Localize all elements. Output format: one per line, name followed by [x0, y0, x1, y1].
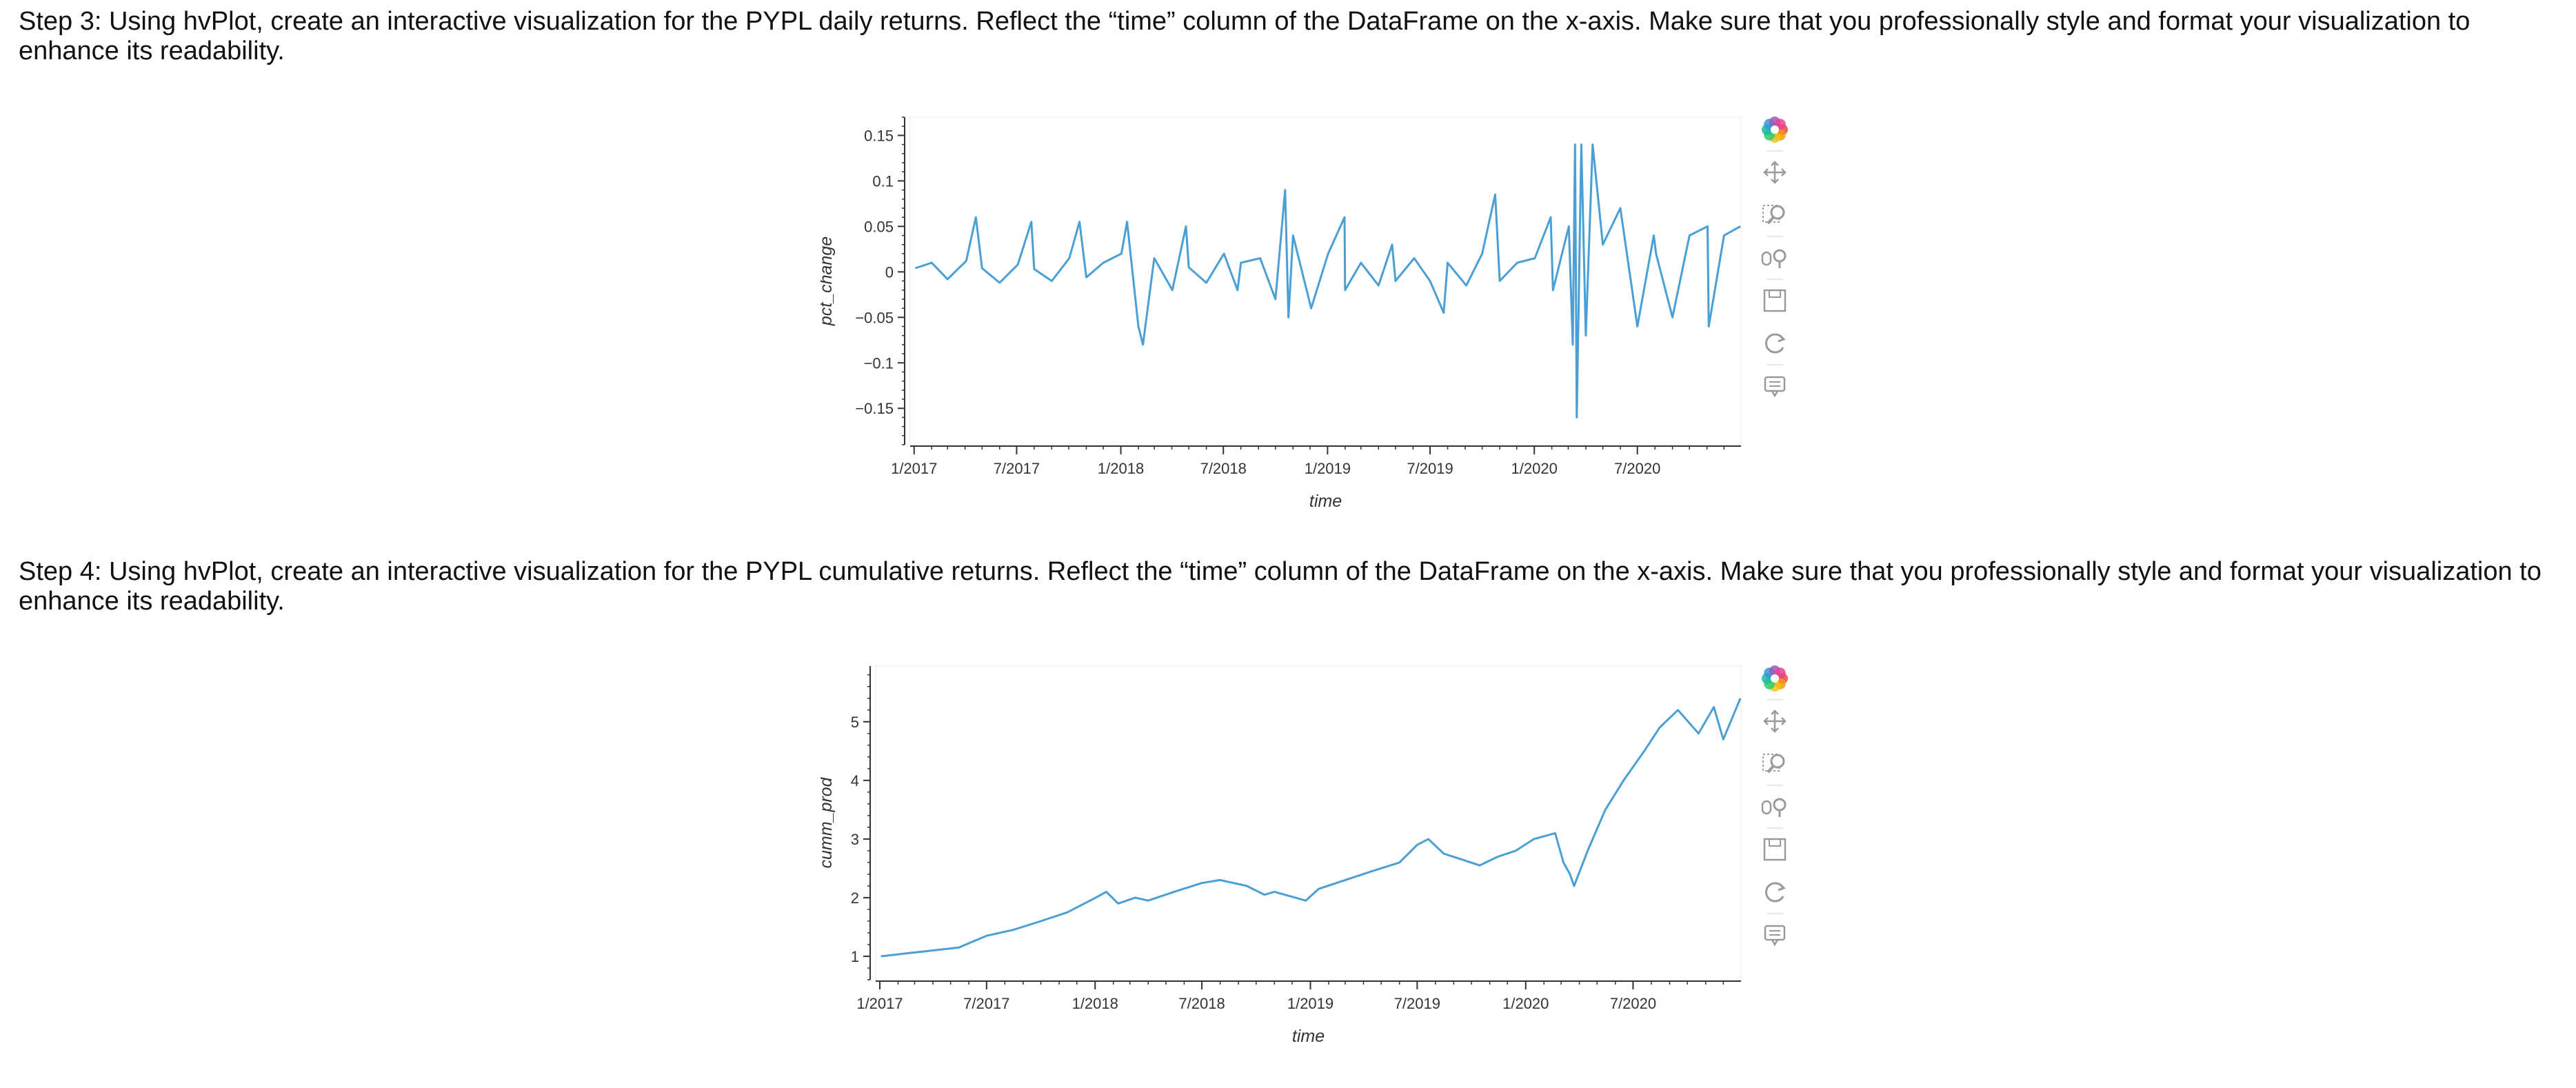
hover-tail: [1771, 390, 1779, 398]
reset-icon[interactable]: [1764, 333, 1786, 354]
y-tick-label: 3: [851, 831, 859, 848]
y-axis-label: pct_change: [821, 236, 836, 326]
y-tick-label: −0.1: [864, 354, 894, 372]
logo-center: [1771, 674, 1779, 683]
x-tick-label: 1/2019: [1305, 460, 1351, 477]
pan-icon[interactable]: [1763, 161, 1787, 184]
save-glyph-slot: [1769, 290, 1781, 298]
y-tick-label: 4: [851, 772, 859, 789]
bokeh-logo-icon: [1762, 665, 1788, 692]
reset-arrow: [1778, 883, 1786, 891]
y-tick-label: 2: [851, 889, 859, 907]
x-tick-label: 1/2017: [856, 995, 903, 1012]
x-tick-label: 1/2019: [1287, 995, 1334, 1012]
y-tick-label: 0.1: [872, 172, 894, 190]
box-zoom-icon[interactable]: [1762, 205, 1785, 225]
x-tick-label: 7/2018: [1200, 460, 1247, 477]
x-tick-label: 7/2017: [994, 460, 1040, 477]
lens-glyph: [1770, 754, 1785, 769]
x-tick-label: 7/2018: [1178, 995, 1225, 1012]
daily-returns-chart[interactable]: 0.15 0.1 0.05 0 −0.05 −0.1 −0.15 1/2017 7/2017 1/…: [821, 110, 1800, 524]
wheel-zoom-icon[interactable]: [1761, 249, 1787, 268]
y-axis-label: cumm_prod: [821, 776, 836, 868]
x-tick-label: 1/2018: [1072, 995, 1118, 1012]
lens-glyph: [1770, 205, 1785, 220]
cumulative-returns-chart[interactable]: 1 2 3 4 5 1/2017 7/2017 1/2018 7/2018 1/2019 7/201…: [821, 659, 1800, 1073]
y-tick-label: 5: [851, 714, 859, 731]
reset-glyph: [1764, 882, 1784, 903]
step-3-instruction: Step 3: Using hvPlot, create an interact…: [19, 7, 2471, 66]
reset-icon[interactable]: [1764, 882, 1786, 903]
hover-lines: [1769, 930, 1780, 936]
save-glyph-slot: [1769, 838, 1781, 847]
x-tick-label: 1/2018: [1098, 460, 1144, 477]
plot-frame: [909, 117, 1742, 445]
mouse-glyph: [1761, 251, 1772, 266]
x-tick-label: 1/2020: [1511, 460, 1558, 477]
lens-glyph: [1773, 798, 1787, 812]
x-tick-label: 1/2017: [891, 460, 937, 477]
series-line: [881, 698, 1742, 958]
x-axis-label: time: [1292, 1027, 1325, 1046]
save-icon[interactable]: [1763, 838, 1787, 861]
mouse-glyph: [1761, 800, 1772, 815]
reset-glyph: [1764, 333, 1784, 354]
hover-glyph: [1764, 376, 1786, 392]
x-tick-label: 7/2020: [1614, 460, 1660, 477]
lens-glyph: [1773, 249, 1787, 263]
hover-lines: [1769, 381, 1780, 387]
save-icon[interactable]: [1763, 289, 1787, 312]
x-tick-label: 7/2019: [1394, 995, 1440, 1012]
save-glyph: [1763, 838, 1787, 861]
pan-glyph: [1763, 709, 1787, 733]
x-axis-label: time: [1309, 492, 1342, 511]
box-zoom-icon[interactable]: [1762, 754, 1785, 774]
lens-handle: [1767, 216, 1775, 225]
save-glyph: [1763, 289, 1787, 312]
x-tick-label: 7/2019: [1407, 460, 1453, 477]
hover-glyph: [1764, 925, 1786, 941]
step-4-instruction: Step 4: Using hvPlot, create an interact…: [19, 557, 2542, 616]
x-tick-label: 7/2017: [963, 995, 1009, 1012]
hover-icon[interactable]: [1764, 376, 1786, 398]
x-tick-label: 7/2020: [1610, 995, 1656, 1012]
pan-glyph: [1763, 161, 1787, 184]
hover-tail: [1771, 939, 1779, 947]
y-tick-label: −0.15: [855, 400, 894, 417]
lens-handle: [1767, 765, 1775, 774]
y-tick-label: 0.15: [864, 127, 894, 144]
y-tick-label: 0: [885, 263, 894, 281]
y-tick-label: 1: [851, 948, 859, 965]
y-tick-label: −0.05: [855, 309, 894, 326]
plot-frame: [875, 665, 1742, 980]
bokeh-logo-icon: [1762, 117, 1788, 143]
series-line: [914, 143, 1741, 419]
hover-icon[interactable]: [1764, 925, 1786, 947]
x-tick-label: 1/2020: [1502, 995, 1549, 1012]
logo-center: [1771, 125, 1779, 134]
pan-icon[interactable]: [1763, 709, 1787, 733]
reset-arrow: [1778, 334, 1786, 343]
wheel-zoom-icon[interactable]: [1761, 798, 1787, 817]
y-tick-label: 0.05: [864, 218, 894, 235]
